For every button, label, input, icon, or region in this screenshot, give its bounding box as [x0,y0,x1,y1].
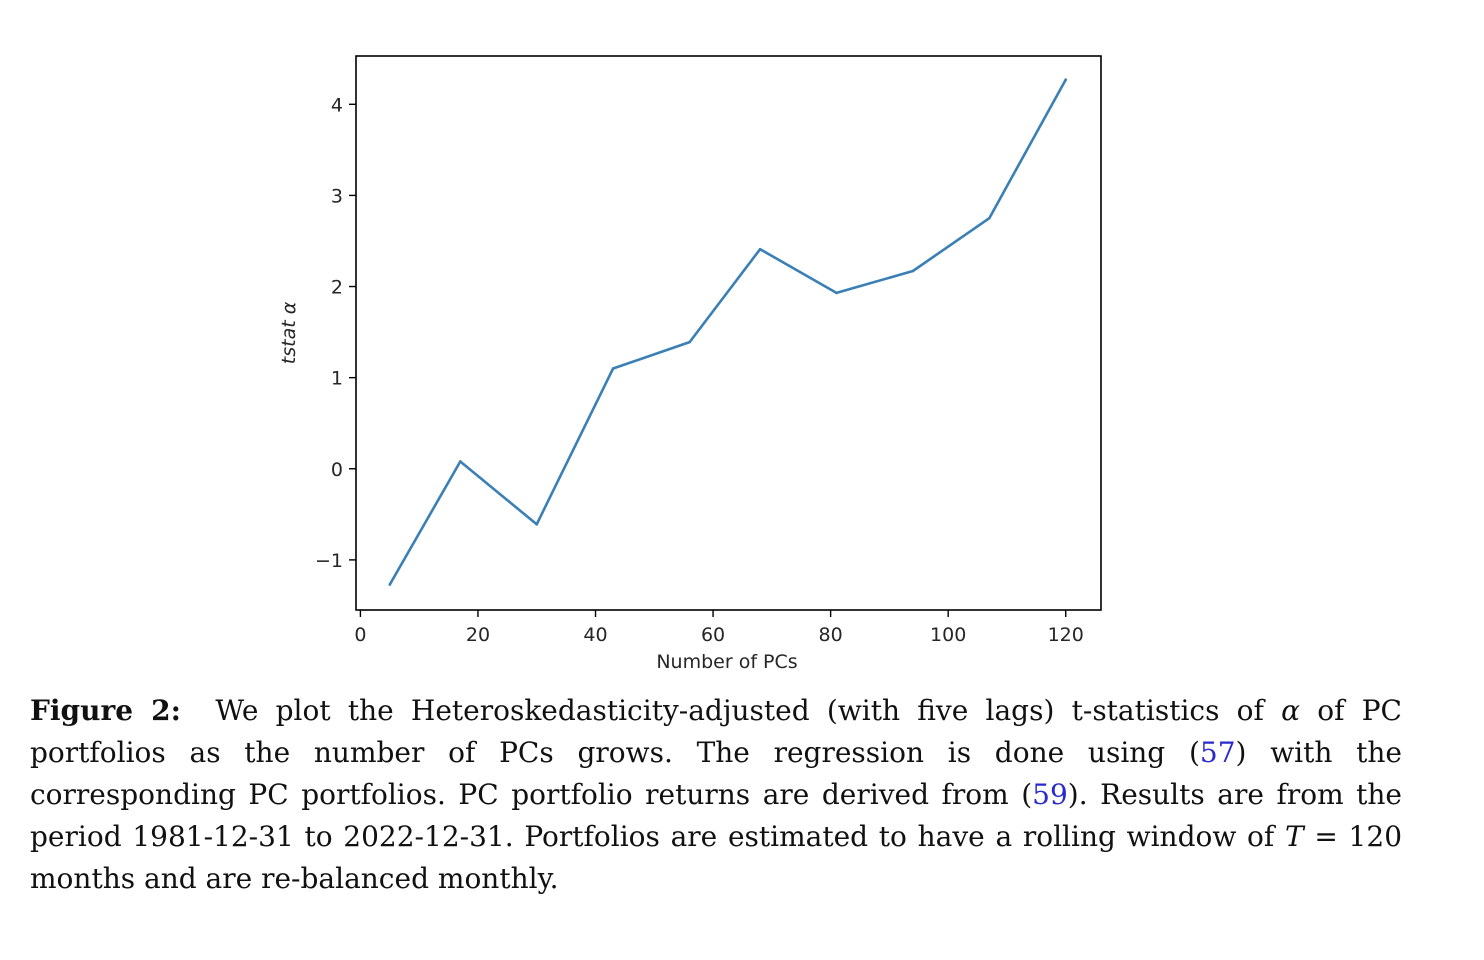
caption-alpha-symbol: α [1281,694,1301,727]
x-axis-label: Number of PCs [656,651,797,673]
equation-reference-link[interactable]: 59 [1032,778,1068,811]
data-point [758,247,762,251]
data-point [835,291,838,295]
x-tick-label: 40 [583,624,607,646]
y-tick-label: 0 [331,459,343,481]
caption-text: ). Results are from the period 1981-12-3… [30,778,1402,853]
line-chart: 0 20 40 60 80 100 120 −1 0 1 2 3 4 Number of PCs ts… [278,55,1102,673]
caption-figure-label: Figure 2: [30,694,181,727]
figure-caption: Figure 2: We plot the Heteroskedasticity… [30,690,1402,900]
data-point [1064,78,1068,81]
data-point [611,367,615,370]
x-axis-ticks: 0 20 40 60 80 100 120 [354,610,1084,646]
equation-reference-link[interactable]: 57 [1199,736,1236,769]
data-point [388,583,392,586]
x-tick-label: 100 [930,624,966,646]
data-point [535,523,539,526]
plot-frame [355,55,1102,611]
data-point [911,269,915,273]
y-axis-label: tstat α [278,301,300,364]
x-tick-label: 60 [701,624,725,646]
caption-t-symbol: T [1284,820,1304,853]
y-tick-label: 4 [331,94,343,116]
data-point [988,216,991,220]
x-tick-label: 20 [466,624,490,646]
figure-chart: 0 20 40 60 80 100 120 −1 0 1 2 3 4 Number of PCs ts… [278,55,1102,673]
x-tick-label: 80 [819,624,843,646]
data-points [388,78,1068,586]
caption-text: = 120 months and are re-balanced monthly… [30,820,1403,895]
x-tick-label: 120 [1048,624,1084,646]
data-point [459,460,462,463]
y-tick-label: 2 [331,277,343,299]
caption-text: We plot the Heteroskedasticity-adjusted … [215,694,1264,727]
y-tick-label: 3 [331,185,343,207]
caption-text: ) with the corresponding PC portfolios. … [30,736,1402,811]
y-tick-label: 1 [331,368,343,390]
x-tick-label: 0 [354,624,366,646]
y-tick-label: −1 [315,550,343,572]
series-line [388,78,1067,586]
data-point [688,340,691,344]
y-axis-ticks: −1 0 1 2 3 4 [315,94,356,572]
caption-text: of PC portfolios as the number of PCs gr… [30,694,1402,769]
